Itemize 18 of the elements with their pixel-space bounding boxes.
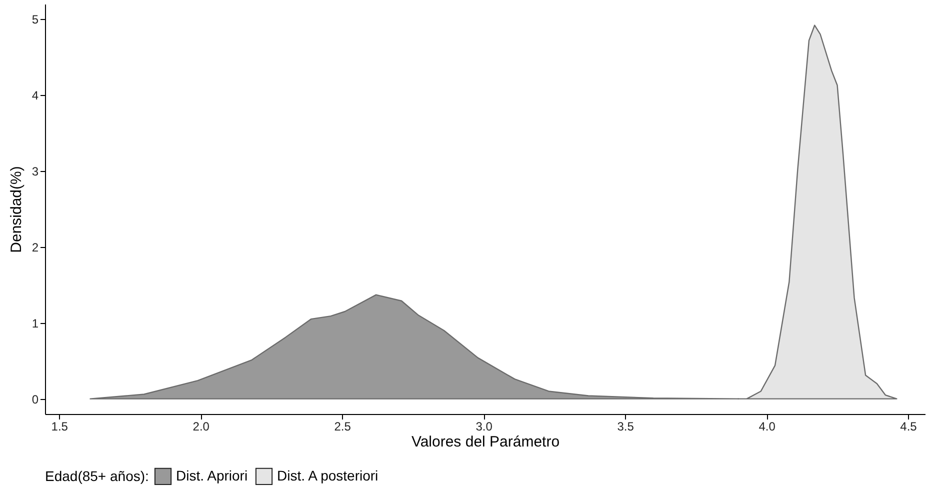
y-tick-label: 5 <box>32 12 39 27</box>
x-tick-label: 4.0 <box>758 420 776 434</box>
legend-label: Dist. A posteriori <box>277 467 378 484</box>
y-tick-label: 3 <box>32 164 39 179</box>
x-axis-title: Valores del Parámetro <box>411 434 560 450</box>
x-tick-label: 4.5 <box>900 420 918 434</box>
y-tick-label: 1 <box>32 316 39 330</box>
y-axis-title: Densidad(%) <box>8 166 25 253</box>
x-tick-label: 1.5 <box>51 420 68 434</box>
y-tick-label: 2 <box>32 240 39 254</box>
y-tick-label: 4 <box>32 88 39 103</box>
x-tick-label: 2.5 <box>334 420 352 434</box>
x-tick-label: 2.0 <box>192 420 210 434</box>
legend-label: Dist. Apriori <box>176 467 248 484</box>
legend-title: Edad(85+ años): <box>45 468 149 484</box>
y-tick-label: 0 <box>32 392 39 406</box>
x-tick-label: 3.5 <box>617 420 634 434</box>
x-tick-label: 3.0 <box>476 420 493 434</box>
